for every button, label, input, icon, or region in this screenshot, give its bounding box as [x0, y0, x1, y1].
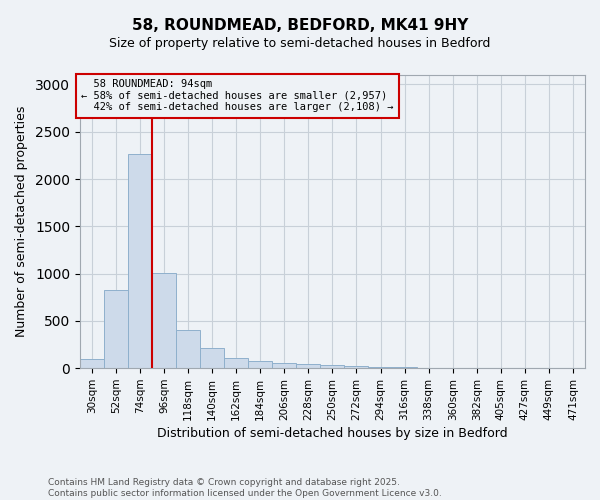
Bar — [200, 348, 224, 368]
Bar — [176, 330, 200, 368]
Bar — [80, 358, 104, 368]
Bar — [128, 154, 152, 368]
Bar — [272, 362, 296, 368]
Bar — [344, 366, 368, 368]
Text: 58 ROUNDMEAD: 94sqm
← 58% of semi-detached houses are smaller (2,957)
  42% of s: 58 ROUNDMEAD: 94sqm ← 58% of semi-detach… — [81, 80, 394, 112]
Bar — [224, 358, 248, 368]
Text: Contains HM Land Registry data © Crown copyright and database right 2025.
Contai: Contains HM Land Registry data © Crown c… — [48, 478, 442, 498]
Bar — [248, 361, 272, 368]
Text: Size of property relative to semi-detached houses in Bedford: Size of property relative to semi-detach… — [109, 38, 491, 51]
X-axis label: Distribution of semi-detached houses by size in Bedford: Distribution of semi-detached houses by … — [157, 427, 508, 440]
Y-axis label: Number of semi-detached properties: Number of semi-detached properties — [15, 106, 28, 338]
Bar — [152, 272, 176, 368]
Text: 58, ROUNDMEAD, BEDFORD, MK41 9HY: 58, ROUNDMEAD, BEDFORD, MK41 9HY — [132, 18, 468, 32]
Bar — [296, 364, 320, 368]
Bar — [104, 290, 128, 368]
Bar — [320, 366, 344, 368]
